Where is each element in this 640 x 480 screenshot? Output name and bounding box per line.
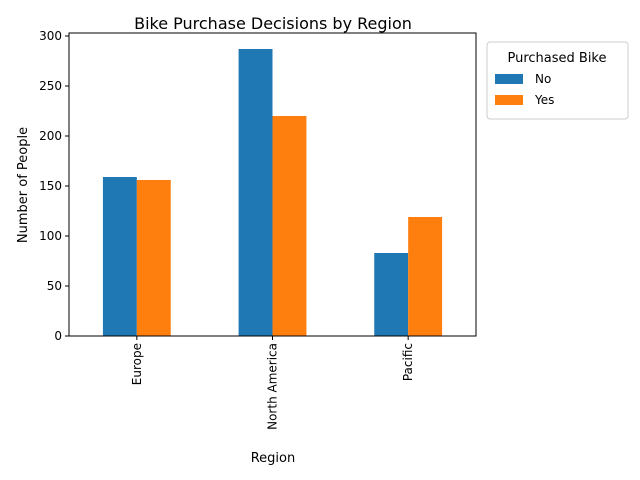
legend-title: Purchased Bike (507, 51, 606, 66)
legend-swatch-no (495, 74, 523, 84)
y-tick-label: 150 (39, 179, 62, 193)
bar-yes-north-america (272, 116, 307, 336)
x-tick-label: Pacific (401, 343, 415, 381)
bars-group (102, 49, 443, 336)
bar-no-north-america (238, 49, 273, 336)
chart-title: Bike Purchase Decisions by Region (134, 14, 412, 33)
x-tick-label: North America (266, 343, 280, 430)
y-tick-label: 100 (39, 229, 62, 243)
bar-yes-europe (136, 180, 171, 336)
x-axis-label: Region (251, 451, 296, 466)
x-axis: Europe North America Pacific (130, 336, 415, 430)
bar-no-europe (102, 177, 137, 336)
legend: Purchased Bike No Yes (486, 41, 629, 120)
y-tick-label: 0 (54, 329, 62, 343)
legend-label-yes: Yes (534, 93, 554, 107)
legend-swatch-yes (495, 95, 523, 105)
y-tick-label: 200 (39, 129, 62, 143)
bar-yes-pacific (408, 217, 443, 336)
y-axis: 0 50 100 150 200 250 300 (39, 29, 69, 343)
y-tick-label: 250 (39, 79, 62, 93)
bar-no-pacific (374, 253, 409, 336)
y-axis-label: Number of People (16, 127, 31, 243)
x-tick-label: Europe (130, 343, 144, 385)
legend-label-no: No (535, 72, 551, 86)
y-tick-label: 300 (39, 29, 62, 43)
y-tick-label: 50 (47, 279, 62, 293)
